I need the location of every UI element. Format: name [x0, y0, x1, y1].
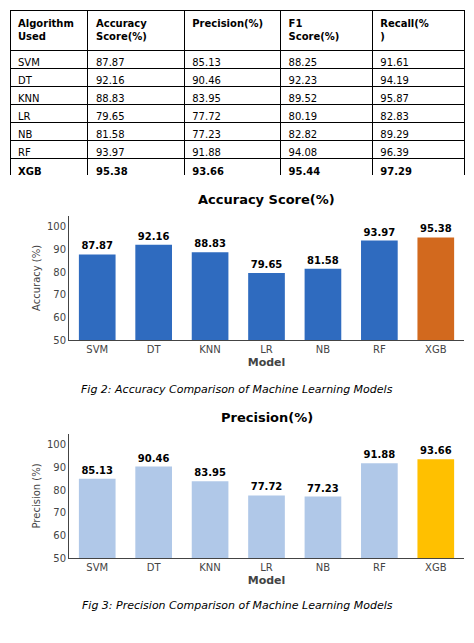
svg-text:80: 80 — [53, 485, 66, 496]
svg-text:Precision(%): Precision(%) — [221, 410, 313, 425]
svg-text:Fig 2: Accuracy Comparison of: Fig 2: Accuracy Comparison of Machine Le… — [81, 383, 393, 396]
svg-text:XGB: XGB — [425, 344, 447, 355]
svg-text:97.29: 97.29 — [380, 166, 412, 175]
svg-text:Recall(%): Recall(%) — [380, 18, 429, 42]
svg-text:79.65: 79.65 — [96, 111, 125, 122]
svg-text:100: 100 — [47, 221, 66, 232]
svg-text:79.65: 79.65 — [251, 259, 283, 270]
svg-text:XGB: XGB — [18, 166, 42, 175]
svg-text:88.83: 88.83 — [96, 93, 125, 104]
svg-text:KNN: KNN — [18, 93, 40, 104]
svg-text:70: 70 — [53, 507, 66, 518]
svg-text:90.46: 90.46 — [138, 453, 170, 464]
svg-text:AccuracyScore(%): AccuracyScore(%) — [96, 18, 147, 42]
svg-text:92.16: 92.16 — [96, 75, 125, 86]
svg-text:DT: DT — [147, 562, 162, 573]
svg-text:AlgorithmUsed: AlgorithmUsed — [18, 18, 74, 42]
svg-text:93.97: 93.97 — [364, 227, 396, 238]
svg-text:95.38: 95.38 — [96, 166, 128, 175]
svg-text:SVM: SVM — [18, 57, 40, 68]
svg-text:88.25: 88.25 — [289, 57, 318, 68]
svg-text:89.29: 89.29 — [380, 129, 409, 140]
svg-text:Precision(%): Precision(%) — [192, 18, 263, 29]
svg-text:91.61: 91.61 — [380, 57, 409, 68]
svg-text:92.16: 92.16 — [138, 231, 170, 242]
svg-text:XGB: XGB — [425, 562, 447, 573]
svg-text:81.58: 81.58 — [307, 255, 339, 266]
svg-text:Model: Model — [248, 356, 286, 369]
svg-text:50: 50 — [53, 335, 66, 346]
svg-text:88.83: 88.83 — [194, 238, 226, 249]
svg-text:77.23: 77.23 — [192, 129, 221, 140]
svg-text:83.95: 83.95 — [194, 467, 226, 478]
svg-text:93.66: 93.66 — [420, 445, 452, 456]
svg-text:Precision (%): Precision (%) — [31, 463, 42, 528]
svg-text:SVM: SVM — [86, 562, 108, 573]
svg-text:F1Score(%): F1Score(%) — [289, 18, 340, 42]
svg-text:RF: RF — [18, 147, 31, 158]
svg-text:87.87: 87.87 — [81, 240, 113, 251]
svg-text:94.08: 94.08 — [289, 147, 318, 158]
svg-text:Fig 3: Precision Comparison of: Fig 3: Precision Comparison of Machine L… — [82, 599, 393, 612]
svg-text:DT: DT — [18, 75, 33, 86]
svg-text:Accuracy (%): Accuracy (%) — [31, 245, 42, 311]
svg-text:85.13: 85.13 — [192, 57, 221, 68]
svg-text:90.46: 90.46 — [192, 75, 221, 86]
svg-text:77.23: 77.23 — [307, 483, 339, 494]
svg-text:91.88: 91.88 — [192, 147, 221, 158]
svg-text:RF: RF — [373, 562, 386, 573]
svg-text:87.87: 87.87 — [96, 57, 125, 68]
svg-text:92.23: 92.23 — [289, 75, 318, 86]
svg-text:93.66: 93.66 — [192, 166, 224, 175]
svg-text:89.52: 89.52 — [289, 93, 318, 104]
svg-text:80: 80 — [53, 267, 66, 278]
svg-text:80.19: 80.19 — [289, 111, 318, 122]
svg-text:82.82: 82.82 — [289, 129, 318, 140]
svg-text:96.39: 96.39 — [380, 147, 409, 158]
svg-text:SVM: SVM — [86, 344, 108, 355]
svg-text:77.72: 77.72 — [251, 481, 283, 492]
svg-text:95.87: 95.87 — [380, 93, 409, 104]
svg-text:LR: LR — [18, 111, 31, 122]
svg-text:NB: NB — [316, 344, 330, 355]
svg-text:KNN: KNN — [199, 562, 221, 573]
svg-text:Model: Model — [248, 574, 286, 587]
svg-text:100: 100 — [47, 439, 66, 450]
svg-text:60: 60 — [53, 312, 66, 323]
svg-text:94.19: 94.19 — [380, 75, 409, 86]
svg-text:83.95: 83.95 — [192, 93, 221, 104]
svg-text:81.58: 81.58 — [96, 129, 125, 140]
svg-text:KNN: KNN — [199, 344, 221, 355]
svg-text:91.88: 91.88 — [364, 449, 396, 460]
svg-text:95.38: 95.38 — [420, 223, 452, 234]
svg-text:82.83: 82.83 — [380, 111, 409, 122]
svg-text:93.97: 93.97 — [96, 147, 125, 158]
svg-text:50: 50 — [53, 553, 66, 564]
svg-text:NB: NB — [316, 562, 330, 573]
svg-text:85.13: 85.13 — [81, 465, 113, 476]
svg-text:LR: LR — [260, 344, 273, 355]
svg-text:90: 90 — [53, 244, 66, 255]
svg-text:Accuracy Score(%): Accuracy Score(%) — [198, 192, 335, 207]
svg-text:RF: RF — [373, 344, 386, 355]
svg-text:95.44: 95.44 — [289, 166, 321, 175]
svg-text:90: 90 — [53, 462, 66, 473]
svg-text:LR: LR — [260, 562, 273, 573]
svg-text:70: 70 — [53, 289, 66, 300]
svg-text:NB: NB — [18, 129, 32, 140]
svg-text:60: 60 — [53, 530, 66, 541]
svg-text:DT: DT — [147, 344, 162, 355]
svg-text:77.72: 77.72 — [192, 111, 221, 122]
